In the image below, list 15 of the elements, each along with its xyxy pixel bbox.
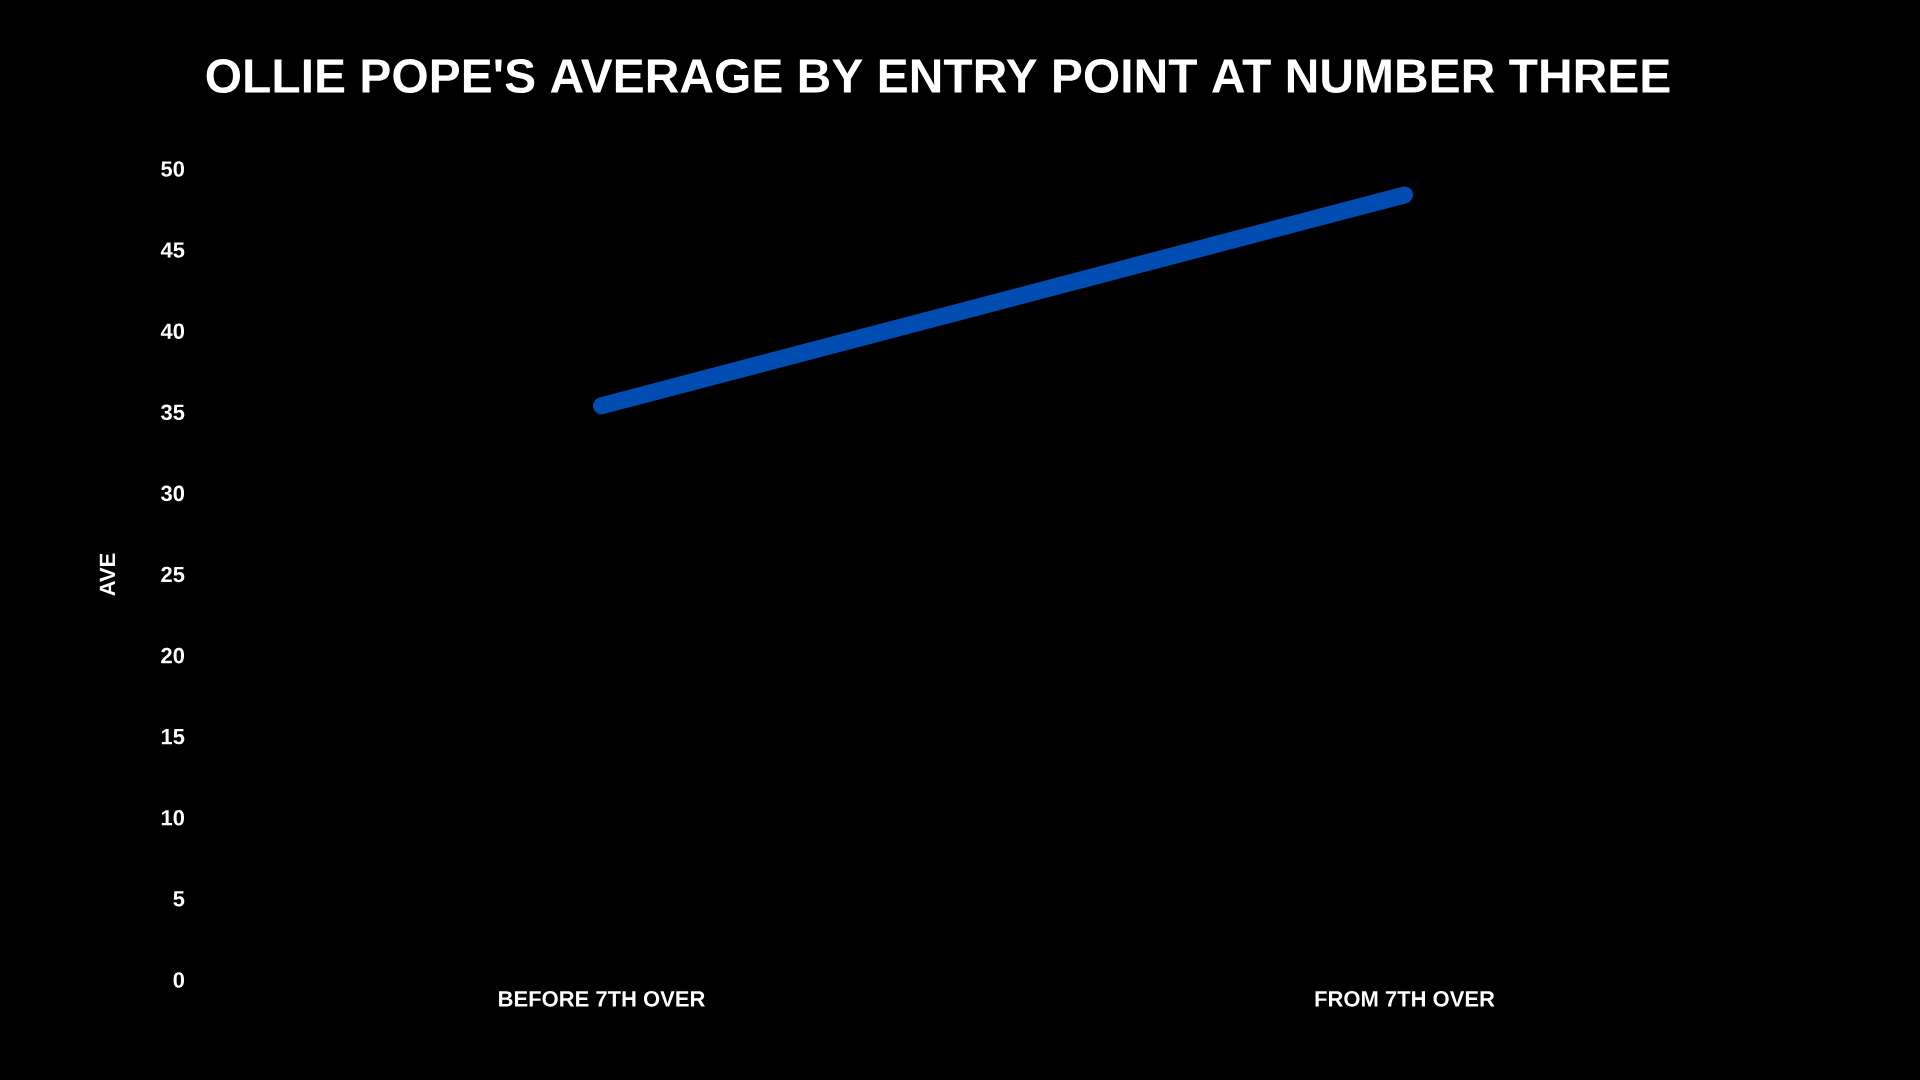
y-tick-label: 5 <box>173 891 185 907</box>
y-tick-label: 0 <box>173 972 185 988</box>
y-tick-label: 20 <box>161 647 185 664</box>
chart-title: OLLIE POPE'S AVERAGE BY ENTRY POINT AT NUMBER THREE <box>206 59 1670 93</box>
x-tick-label: FROM 7TH OVER <box>1315 991 1495 1007</box>
y-tick-label: 25 <box>161 566 185 583</box>
x-tick-label: BEFORE 7TH OVER <box>499 991 705 1007</box>
y-axis-title: AVE <box>99 553 115 596</box>
y-tick-label: 50 <box>161 161 185 177</box>
y-tick-label: 40 <box>160 323 185 339</box>
y-tick-label: 10 <box>161 810 185 826</box>
y-tick-label: 30 <box>160 485 185 502</box>
y-tick-label: 45 <box>160 242 185 258</box>
y-tick-label: 35 <box>160 404 185 421</box>
y-tick-label: 15 <box>161 729 185 745</box>
